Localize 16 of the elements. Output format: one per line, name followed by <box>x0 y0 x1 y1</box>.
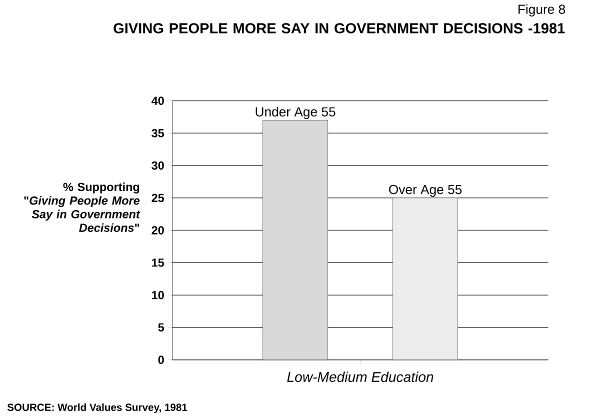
series-label: Under Age 55 <box>256 106 336 119</box>
chart-title: GIVING PEOPLE MORE SAY IN GOVERNMENT DECISIONS -1981 <box>114 22 565 34</box>
y-tick-label: 10 <box>152 290 164 300</box>
text: % Supporting "Giving People More Say in Government Decisions" <box>24 182 140 232</box>
series-label: Over Age 55 <box>389 184 462 197</box>
caption: Figure 8 <box>518 4 566 16</box>
source-note: SOURCE: World Values Survey, 1981 <box>7 403 188 413</box>
y-tick-label: 0 <box>158 356 164 364</box>
y-tick-label: 40 <box>151 96 164 105</box>
y-tick-label: 35 <box>152 128 164 138</box>
y-tick-label: 20 <box>152 226 164 234</box>
y-tick-label: 30 <box>152 161 164 170</box>
y-tick-label: 25 <box>152 194 164 202</box>
y-tick-label: 15 <box>152 258 164 267</box>
y-tick-label: 5 <box>158 323 164 332</box>
x-tick-label: Low-Medium Education <box>287 371 434 382</box>
